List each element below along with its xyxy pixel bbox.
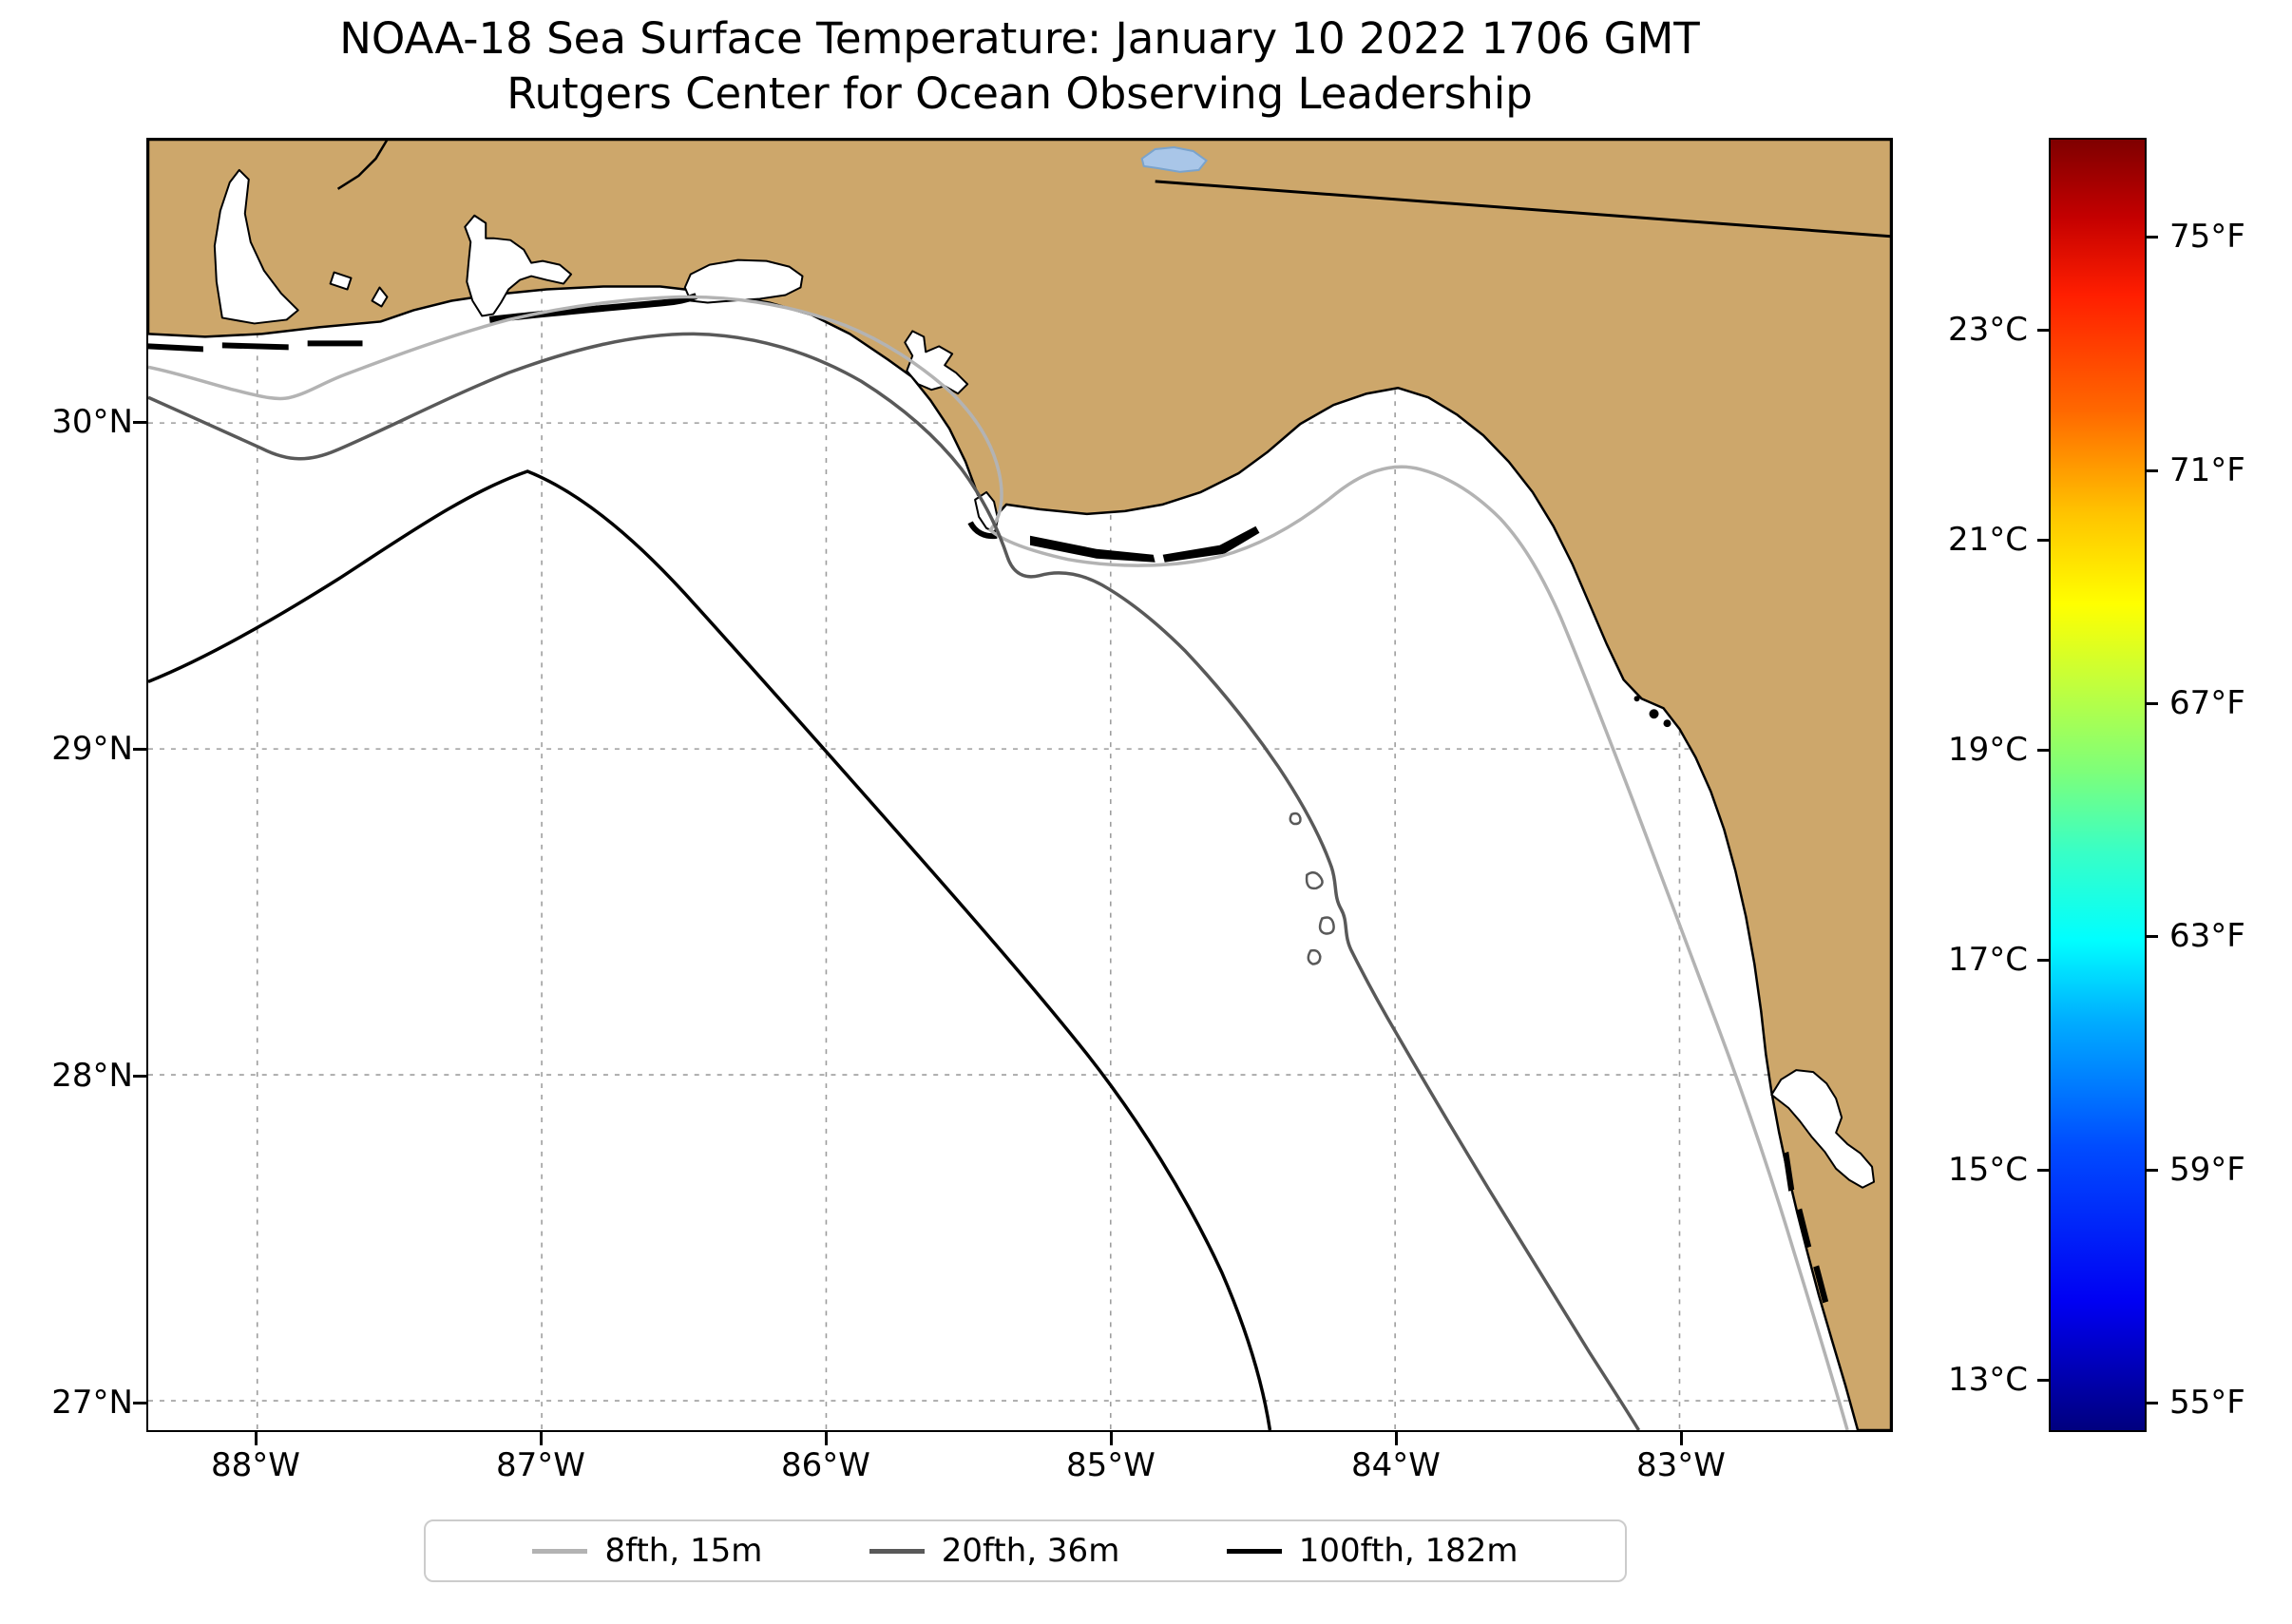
lon-tick-label: 87°W — [496, 1446, 585, 1484]
lon-tick-label: 86°W — [781, 1446, 870, 1484]
colorbar — [2049, 138, 2147, 1432]
celsius-tick — [2037, 329, 2049, 332]
ms-barrier-island — [221, 342, 289, 351]
contour-20fth — [148, 332, 1641, 1430]
contour-100fth-swatch — [1226, 1548, 1282, 1554]
fahrenheit-tick-label: 63°F — [2169, 917, 2245, 955]
legend-label: 100fth, 182m — [1298, 1532, 1518, 1570]
lon-tick-label: 84°W — [1351, 1446, 1441, 1484]
st-andrew-bay — [904, 330, 969, 395]
legend-item: 100fth, 182m — [1226, 1532, 1518, 1570]
fahrenheit-tick — [2147, 702, 2158, 705]
celsius-tick-label: 17°C — [1947, 941, 2028, 979]
lon-tick — [255, 1432, 258, 1445]
fahrenheit-tick — [2147, 1169, 2158, 1172]
bays — [213, 168, 1876, 1189]
ms-barrier-island — [148, 343, 203, 353]
fahrenheit-tick — [2147, 935, 2158, 938]
contour-8fth-swatch — [532, 1548, 588, 1554]
small-bay — [329, 271, 353, 291]
lat-tick-label: 29°N — [51, 730, 133, 768]
st-george-island — [1029, 535, 1156, 563]
lat-tick — [133, 1075, 146, 1078]
fahrenheit-tick — [2147, 236, 2158, 239]
fahrenheit-tick — [2147, 469, 2158, 472]
map-canvas — [148, 140, 1891, 1430]
contour-100fth — [148, 469, 1272, 1430]
lat-tick-label: 30°N — [51, 403, 133, 441]
cedar-key-island — [1649, 709, 1659, 719]
lat-tick — [133, 421, 146, 424]
celsius-tick — [2037, 749, 2049, 752]
dauphin-island — [307, 340, 363, 347]
pensacola-bay — [464, 214, 573, 317]
legend-label: 20fth, 36m — [941, 1532, 1120, 1570]
contour-20fth-shoals — [1289, 812, 1335, 965]
legend-label: 8fth, 15m — [604, 1532, 763, 1570]
celsius-tick-label: 13°C — [1947, 1361, 2028, 1399]
fahrenheit-tick — [2147, 1402, 2158, 1404]
tampa-barrier — [1783, 1151, 1795, 1192]
celsius-tick — [2037, 1169, 2049, 1172]
celsius-tick — [2037, 959, 2049, 962]
map-title: NOAA-18 Sea Surface Temperature: January… — [339, 13, 1700, 64]
title-block: NOAA-18 Sea Surface Temperature: January… — [146, 11, 1893, 122]
fahrenheit-tick-label: 75°F — [2169, 218, 2245, 256]
map-subtitle: Rutgers Center for Ocean Observing Leade… — [506, 68, 1533, 119]
celsius-tick-label: 23°C — [1947, 311, 2028, 349]
celsius-tick — [2037, 539, 2049, 542]
lon-tick-label: 88°W — [211, 1446, 300, 1484]
celsius-tick-label: 21°C — [1947, 521, 2028, 559]
perdido-bay — [371, 286, 389, 308]
tampa-bay — [1770, 1069, 1876, 1189]
fahrenheit-tick-label: 59°F — [2169, 1151, 2245, 1189]
celsius-tick — [2037, 1379, 2049, 1382]
fahrenheit-tick-label: 67°F — [2169, 684, 2245, 722]
lat-tick-label: 27°N — [51, 1384, 133, 1422]
lon-tick-label: 83°W — [1636, 1446, 1726, 1484]
tampa-barrier — [1813, 1265, 1829, 1304]
lat-tick-label: 28°N — [51, 1057, 133, 1095]
fahrenheit-tick-label: 71°F — [2169, 451, 2245, 489]
lon-tick — [1110, 1432, 1113, 1445]
legend: 8fth, 15m 20fth, 36m 100fth, 182m — [424, 1519, 1627, 1582]
fahrenheit-tick-label: 55°F — [2169, 1384, 2245, 1422]
celsius-tick-label: 19°C — [1947, 731, 2028, 769]
cedar-key-island — [1663, 719, 1671, 728]
lat-tick — [133, 748, 146, 751]
celsius-tick-label: 15°C — [1947, 1151, 2028, 1189]
legend-item: 8fth, 15m — [532, 1532, 762, 1570]
lon-tick-label: 85°W — [1066, 1446, 1156, 1484]
cedar-key-island — [1633, 696, 1640, 702]
map-area — [146, 138, 1893, 1432]
lon-tick — [540, 1432, 543, 1445]
lon-tick — [1680, 1432, 1683, 1445]
lon-tick — [825, 1432, 828, 1445]
cape-san-blas-spit — [967, 521, 998, 540]
barrier-islands — [148, 340, 1829, 1304]
lon-tick — [1395, 1432, 1398, 1445]
lat-tick — [133, 1402, 146, 1404]
lake — [1140, 145, 1209, 173]
dog-island — [1162, 525, 1260, 563]
swath-edge-line — [1155, 180, 1891, 239]
mobile-bay — [213, 168, 299, 325]
mobile-river — [336, 140, 389, 190]
contour-8fth — [148, 295, 1849, 1430]
tampa-barrier — [1796, 1208, 1812, 1249]
legend-item: 20fth, 36m — [869, 1532, 1120, 1570]
contour-20fth-swatch — [869, 1548, 925, 1554]
